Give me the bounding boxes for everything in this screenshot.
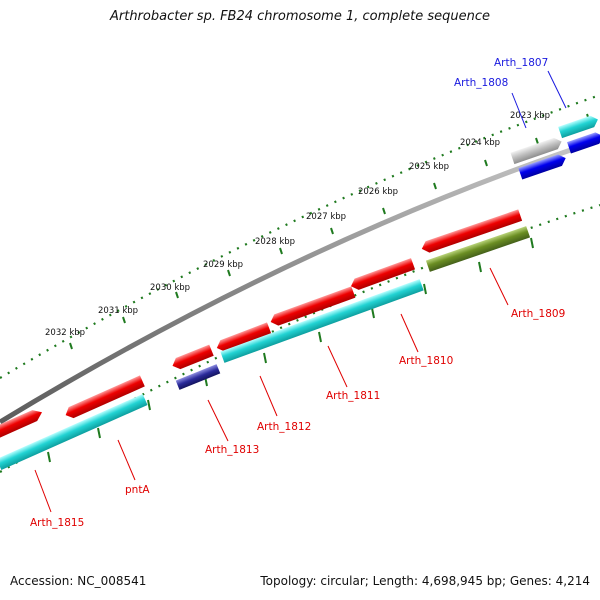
leader-arth-1809 [489, 267, 509, 306]
inner-ticks [47, 237, 534, 463]
ruler-label: 2029 kbp [203, 260, 243, 270]
leader-arth-1815 [34, 469, 52, 513]
gene-label-arth-1811: Arth_1811 [326, 390, 380, 402]
ruler-tick [433, 182, 437, 190]
inner-tick [97, 427, 101, 439]
accession-text: Accession: NC_008541 [10, 574, 147, 588]
ruler-label: 2024 kbp [460, 138, 500, 148]
ruler-tick [279, 247, 283, 255]
gene-arth-1815[interactable] [0, 407, 44, 439]
gene-arrow-blue-2 [567, 132, 600, 154]
leader-arth-1811 [327, 345, 348, 388]
gene-arrow-red-1811 [270, 286, 356, 326]
gene-arth-1812[interactable] [215, 322, 272, 353]
gene-label-arth-1810: Arth_1810 [399, 355, 453, 367]
gene-bar-arth-1809 [425, 226, 531, 272]
gene-blue-2[interactable] [567, 130, 600, 154]
gene-label-pnta: pntA [125, 484, 150, 496]
gene-label-arth-1808: Arth_1808 [454, 77, 508, 89]
inner-tick [371, 307, 375, 319]
leader-arth-1813 [207, 399, 229, 442]
gene-arth-1811[interactable] [220, 279, 424, 363]
inner-tick [478, 261, 482, 273]
inner-tick [47, 451, 51, 463]
ruler-tick [175, 291, 179, 299]
gene-arth-1808[interactable] [510, 136, 563, 165]
ruler-label: 2032 kbp [45, 328, 85, 338]
topology-text: Topology: circular; Length: 4,698,945 bp… [260, 574, 590, 588]
ruler-tick [484, 159, 488, 167]
gene-blue-1[interactable] [518, 153, 567, 180]
leader-pnta [117, 439, 136, 481]
ruler-tick [535, 137, 539, 145]
gene-label-arth-1812: Arth_1812 [257, 421, 311, 433]
gene-arrow-red-outer [65, 375, 145, 419]
ruler-label: 2026 kbp [358, 187, 398, 197]
inner-tick [147, 399, 151, 411]
ruler-label: 2023 kbp [510, 111, 550, 121]
gene-pnta[interactable] [0, 393, 148, 471]
ruler-tick [382, 207, 386, 215]
leader-lines-blue [511, 70, 567, 129]
gene-arth-1809-outer[interactable] [420, 209, 523, 254]
inner-tick [263, 352, 267, 364]
ruler-tick [69, 342, 73, 350]
leader-lines-red [34, 267, 509, 513]
leader-arth-1812 [259, 375, 278, 417]
ruler-label: 2025 kbp [409, 162, 449, 172]
gene-arrow-arth-1807 [558, 115, 598, 139]
gene-label-arth-1815: Arth_1815 [30, 517, 84, 529]
gene-bar-arth-1811 [220, 279, 424, 363]
gene-bar-arth-1813 [175, 364, 221, 390]
gene-arth-1809[interactable] [425, 226, 531, 272]
map-title: Arthrobacter sp. FB24 chromosome 1, comp… [109, 9, 491, 24]
gene-bar-pnta [0, 393, 148, 471]
gene-arrow-arth-1815 [0, 410, 43, 439]
gene-arth-1811-outer[interactable] [269, 286, 356, 327]
leader-arth-1807 [547, 70, 567, 109]
gene-arrow-blue-1 [518, 154, 566, 180]
ruler-tick [122, 316, 126, 324]
inner-tick [318, 331, 322, 343]
gene-arrow-red-1809 [421, 209, 523, 253]
gene-label-arth-1807: Arth_1807 [494, 57, 548, 69]
ruler-label: 2028 kbp [255, 237, 295, 247]
inner-tick [530, 237, 534, 249]
gene-arrow-arth-1810 [350, 258, 416, 290]
chromosome-backbone [0, 137, 600, 425]
gene-pnt-outer[interactable] [63, 375, 145, 420]
gene-arth-1813[interactable] [175, 364, 221, 390]
gene-label-arth-1813: Arth_1813 [205, 444, 259, 456]
gene-label-arth-1809: Arth_1809 [511, 308, 565, 320]
gene-arrow-red-small [172, 344, 214, 370]
ruler-label: 2027 kbp [306, 212, 346, 222]
gene-arth-1810[interactable] [349, 258, 416, 292]
ruler-label: 2031 kbp [98, 306, 138, 316]
gene-red-small[interactable] [170, 344, 214, 372]
ruler-tick [330, 227, 334, 235]
gene-arth-1807[interactable] [558, 114, 600, 139]
gene-arrow-arth-1812 [216, 322, 272, 352]
inner-tick [423, 283, 427, 295]
ruler-label: 2030 kbp [150, 283, 190, 293]
gene-arrow-arth-1808 [510, 137, 562, 165]
leader-arth-1810 [400, 313, 419, 353]
leader-arth-1808 [511, 92, 527, 129]
ruler-tick [227, 269, 231, 277]
